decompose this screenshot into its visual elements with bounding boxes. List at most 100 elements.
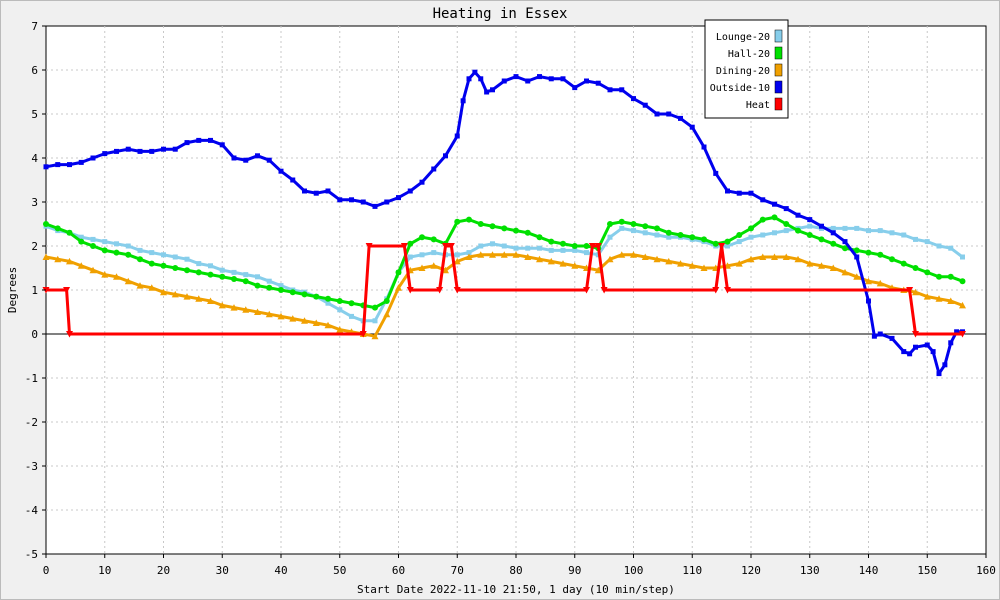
data-point	[442, 266, 449, 274]
data-point	[42, 253, 50, 260]
data-point	[783, 221, 790, 227]
data-point	[712, 240, 719, 247]
data-point	[947, 273, 954, 280]
data-point	[853, 247, 860, 254]
series-outside-10	[43, 69, 965, 377]
data-point	[735, 260, 743, 267]
data-point	[395, 269, 402, 276]
data-point	[794, 255, 802, 263]
data-point	[430, 262, 438, 269]
data-point	[254, 282, 261, 289]
data-point	[725, 243, 730, 249]
x-tick-label: 70	[451, 564, 464, 577]
data-point	[688, 262, 696, 269]
y-tick-label: 2	[31, 240, 38, 253]
data-point	[148, 284, 156, 291]
data-point	[160, 288, 167, 296]
data-point	[348, 300, 355, 307]
data-point	[819, 223, 824, 229]
data-point	[148, 260, 155, 267]
data-point	[747, 255, 755, 263]
data-point	[302, 188, 307, 194]
data-point	[124, 277, 132, 285]
legend-label: Dining-20	[716, 66, 770, 77]
data-point	[829, 264, 837, 271]
x-tick-label: 110	[682, 564, 702, 577]
data-point	[876, 279, 884, 287]
data-point	[912, 288, 919, 296]
data-point	[772, 201, 777, 207]
data-point	[666, 111, 672, 117]
data-point	[677, 232, 684, 238]
ticks: 0 10 20 30 40 50 60 70 80 90 100 110 120 130 140 150 160…	[25, 20, 996, 577]
data-point	[642, 230, 648, 236]
data-point	[618, 218, 625, 225]
data-point	[877, 228, 883, 234]
data-point	[419, 252, 425, 258]
data-point	[912, 265, 919, 271]
data-point	[924, 342, 930, 348]
data-point	[524, 253, 532, 260]
data-point	[360, 199, 366, 205]
data-point	[325, 295, 331, 302]
data-point	[477, 221, 484, 227]
data-point	[718, 243, 726, 250]
data-point	[865, 277, 872, 285]
data-point	[842, 225, 848, 231]
data-point	[619, 87, 625, 93]
y-tick-label: 7	[31, 20, 38, 33]
data-point	[218, 301, 226, 309]
y-tick-label: 6	[31, 64, 38, 77]
data-point	[266, 278, 272, 284]
data-point	[278, 283, 284, 289]
data-point	[588, 243, 596, 250]
data-point	[78, 238, 85, 245]
data-point	[325, 188, 331, 194]
data-point	[67, 162, 72, 168]
data-point	[489, 251, 496, 258]
data-point	[936, 243, 942, 249]
data-point	[278, 168, 284, 174]
data-point	[501, 225, 508, 232]
data-point	[231, 269, 237, 275]
legend-label: Lounge-20	[716, 32, 770, 43]
x-tick-label: 150	[917, 564, 937, 577]
data-point	[547, 257, 555, 265]
data-point	[243, 272, 249, 278]
data-point	[359, 331, 367, 338]
data-point	[665, 229, 672, 236]
x-tick-label: 0	[43, 564, 50, 577]
data-point	[407, 240, 414, 247]
data-point	[783, 228, 789, 234]
data-point	[255, 153, 260, 159]
data-point	[161, 146, 166, 152]
legend-label: Outside-10	[710, 83, 770, 94]
data-point	[78, 159, 84, 165]
data-point	[654, 225, 660, 232]
data-point	[136, 282, 144, 289]
data-point	[255, 274, 260, 280]
data-point	[537, 74, 542, 80]
data-point	[55, 162, 61, 168]
data-point	[513, 74, 519, 80]
data-point	[618, 251, 626, 258]
data-point	[171, 290, 179, 298]
legend-swatch	[774, 29, 783, 43]
data-point	[383, 298, 390, 304]
data-point	[102, 239, 108, 245]
data-point	[818, 236, 825, 243]
data-point	[959, 278, 966, 285]
data-point	[137, 247, 143, 253]
y-tick-label: 3	[31, 196, 38, 209]
y-tick-label: -1	[25, 372, 38, 385]
data-point	[183, 293, 191, 300]
data-point	[924, 269, 931, 276]
x-tick-label: 140	[859, 564, 879, 577]
data-point	[325, 300, 331, 306]
data-point	[489, 223, 496, 230]
data-point	[901, 349, 907, 355]
data-point	[372, 203, 378, 209]
data-point	[230, 304, 238, 311]
data-point	[584, 250, 589, 256]
data-point	[677, 260, 684, 267]
